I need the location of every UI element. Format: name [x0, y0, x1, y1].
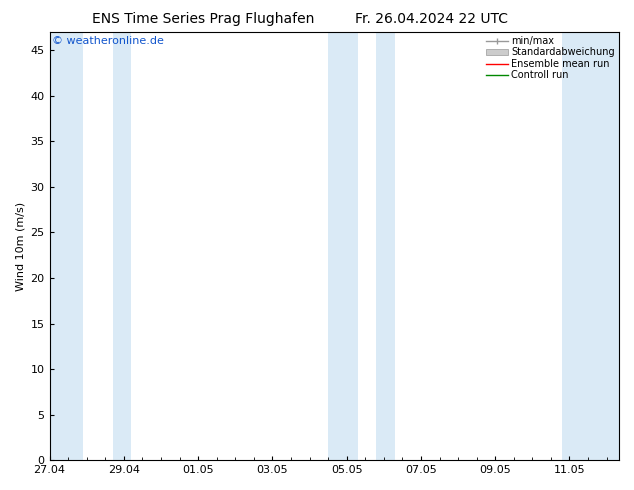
Text: © weatheronline.de: © weatheronline.de	[53, 36, 164, 47]
Legend: min/max, Standardabweichung, Ensemble mean run, Controll run: min/max, Standardabweichung, Ensemble me…	[484, 34, 617, 82]
Bar	[377, 32, 395, 460]
Text: Fr. 26.04.2024 22 UTC: Fr. 26.04.2024 22 UTC	[354, 12, 508, 26]
Bar	[49, 32, 83, 460]
Text: ENS Time Series Prag Flughafen: ENS Time Series Prag Flughafen	[92, 12, 314, 26]
Bar	[328, 32, 358, 460]
Y-axis label: Wind 10m (m/s): Wind 10m (m/s)	[15, 201, 25, 291]
Bar	[562, 32, 619, 460]
Bar	[113, 32, 131, 460]
